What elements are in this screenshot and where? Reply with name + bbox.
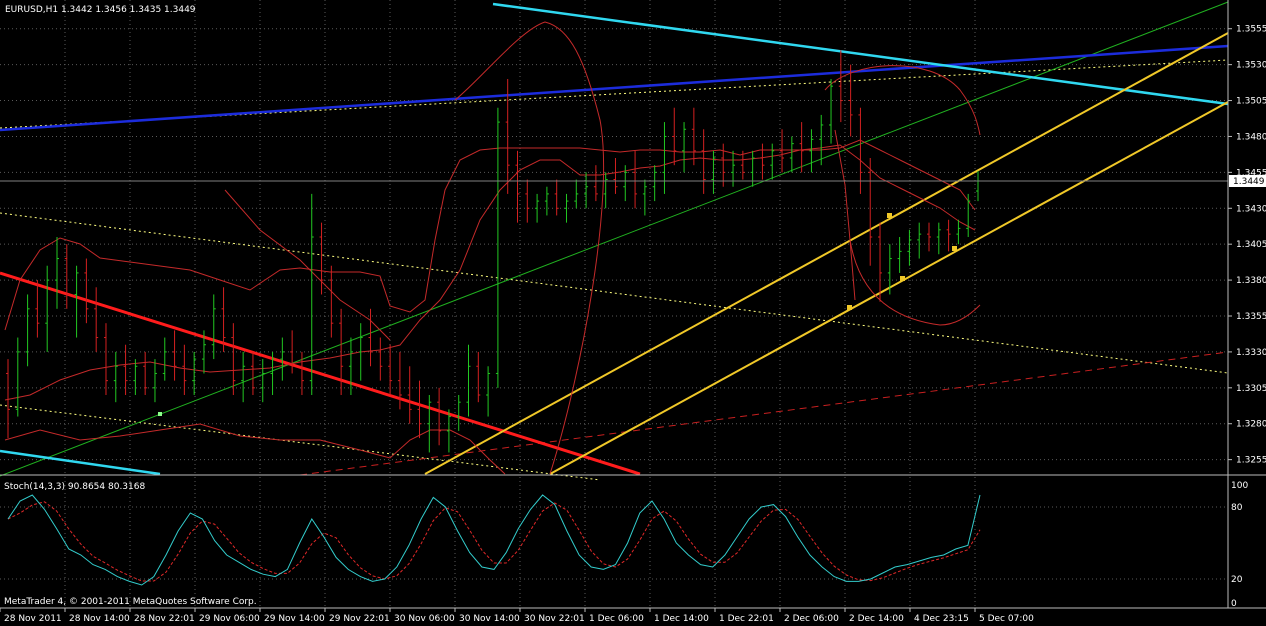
stochastic-level-label: 0 bbox=[1231, 599, 1237, 609]
dotted-yellow-trendline-lower[interactable] bbox=[0, 404, 601, 481]
time-tick-label: 2 Dec 14:00 bbox=[849, 614, 904, 624]
price-tick-label: 1.3280 bbox=[1236, 420, 1266, 430]
time-tick-label: 28 Nov 14:00 bbox=[69, 614, 130, 624]
channel-line-lower[interactable] bbox=[549, 101, 1229, 475]
bollinger-bands bbox=[4, 21, 981, 475]
cyan-trendline-lower[interactable] bbox=[0, 449, 161, 476]
stochastic-signal-line bbox=[7, 501, 981, 582]
channel-line-upper[interactable] bbox=[424, 32, 1229, 475]
time-tick-label: 28 Nov 2011 bbox=[4, 614, 62, 624]
envelope-curve bbox=[824, 65, 981, 136]
time-tick-label: 29 Nov 06:00 bbox=[199, 614, 260, 624]
channel-anchor-point[interactable] bbox=[900, 276, 905, 281]
time-tick-label: 29 Nov 22:01 bbox=[329, 614, 390, 624]
price-candles bbox=[6, 50, 980, 453]
red-downtrend-line[interactable] bbox=[0, 271, 641, 476]
chart-header: EURUSD,H1 1.3442 1.3456 1.3435 1.3449 bbox=[5, 5, 196, 15]
chart-grid bbox=[0, 0, 1228, 474]
price-tick-label: 1.3305 bbox=[1236, 384, 1266, 394]
middle-band bbox=[4, 139, 976, 401]
stochastic-axis: 100 80 20 0 bbox=[1231, 481, 1248, 609]
time-tick-label: 1 Dec 22:01 bbox=[719, 614, 774, 624]
time-tick-label: 2 Dec 06:00 bbox=[784, 614, 839, 624]
time-tick-label: 4 Dec 23:15 bbox=[914, 614, 969, 624]
stochastic-main-line bbox=[7, 494, 981, 586]
time-tick-label: 30 Nov 06:00 bbox=[394, 614, 455, 624]
price-tick-label: 1.3405 bbox=[1236, 240, 1266, 250]
time-tick-label: 30 Nov 14:00 bbox=[459, 614, 520, 624]
channel-anchor-point[interactable] bbox=[887, 213, 892, 218]
price-tick-label: 1.3480 bbox=[1236, 132, 1266, 142]
channel-anchor-point[interactable] bbox=[847, 305, 852, 310]
dotted-yellow-trendline-mid[interactable] bbox=[0, 212, 1229, 374]
current-price-label: 1.3449 bbox=[1233, 177, 1265, 187]
price-tick-label: 1.3555 bbox=[1236, 25, 1266, 35]
price-tick-label: 1.3505 bbox=[1236, 97, 1266, 107]
envelope-curve bbox=[849, 239, 981, 326]
cyan-trendline-upper[interactable] bbox=[492, 2, 1229, 106]
envelope-curve bbox=[834, 129, 856, 301]
time-tick-label: 28 Nov 22:01 bbox=[134, 614, 195, 624]
copyright-notice: MetaTrader 4, © 2001-2011 MetaQuotes Sof… bbox=[4, 597, 257, 607]
time-tick-label: 29 Nov 14:00 bbox=[264, 614, 325, 624]
stochastic-level-label: 100 bbox=[1231, 481, 1248, 491]
upper-band bbox=[4, 144, 976, 331]
stochastic-level-label: 20 bbox=[1231, 575, 1243, 585]
price-tick-label: 1.3380 bbox=[1236, 276, 1266, 286]
lower-band bbox=[4, 423, 506, 475]
price-tick-label: 1.3330 bbox=[1236, 348, 1266, 358]
trendline-anchor-point[interactable] bbox=[158, 412, 162, 416]
current-price-tag bbox=[1229, 175, 1266, 187]
time-tick-label: 1 Dec 06:00 bbox=[589, 614, 644, 624]
time-tick-label: 1 Dec 14:00 bbox=[654, 614, 709, 624]
chart-objects bbox=[0, 1, 1229, 481]
time-tick-label: 5 Dec 07:00 bbox=[979, 614, 1034, 624]
price-tick-label: 1.3430 bbox=[1236, 204, 1266, 214]
blue-trendline[interactable] bbox=[0, 44, 1229, 132]
green-trendline[interactable] bbox=[0, 1, 1229, 477]
dashed-red-trendline[interactable] bbox=[299, 351, 1229, 476]
price-tick-label: 1.3255 bbox=[1236, 456, 1266, 466]
indicator-header: Stoch(14,3,3) 90.8654 80.3168 bbox=[4, 482, 145, 492]
time-tick-label: 30 Nov 22:01 bbox=[524, 614, 585, 624]
stochastic-grid bbox=[0, 477, 1228, 607]
price-tick-label: 1.3530 bbox=[1236, 61, 1266, 71]
price-tick-label: 1.3355 bbox=[1236, 312, 1266, 322]
stochastic-level-label: 80 bbox=[1231, 503, 1243, 513]
price-axis[interactable]: 1.3555 1.3530 1.3505 1.3480 1.3455 1.3430 1.34… bbox=[1228, 25, 1266, 466]
channel-anchor-point[interactable] bbox=[952, 246, 957, 251]
envelope-curve bbox=[454, 21, 605, 475]
price-tick-label: 1.3455 bbox=[1236, 168, 1266, 178]
envelope-curve bbox=[224, 189, 391, 341]
time-axis[interactable]: 28 Nov 2011 28 Nov 14:00 28 Nov 22:01 29 No… bbox=[0, 608, 1034, 624]
